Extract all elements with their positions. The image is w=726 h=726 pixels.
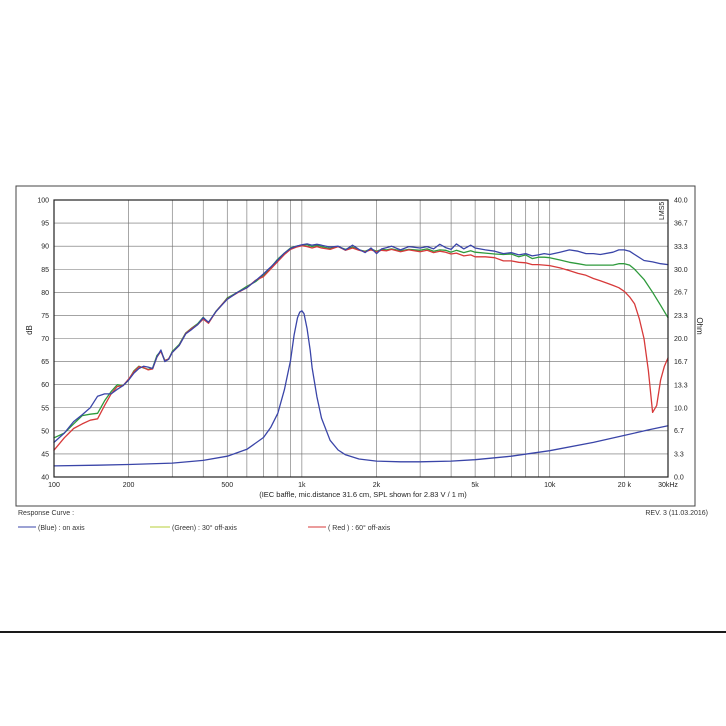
y-tick-label: 75 — [41, 313, 49, 320]
y-tick-label: 85 — [41, 267, 49, 274]
y-tick-label: 80 — [41, 290, 49, 297]
y2-tick-label: 40.0 — [674, 198, 688, 205]
x-tick-label: 500 — [221, 482, 233, 489]
x-tick-label: 2k — [373, 482, 381, 489]
page-divider — [0, 631, 726, 633]
x-tick-label: 20 k — [618, 482, 632, 489]
y2-axis-title: Ohm — [695, 317, 704, 335]
y-tick-label: 50 — [41, 428, 49, 435]
legend-label-red: ( Red ) : 60° off-axis — [328, 524, 391, 532]
y2-tick-label: 0.0 — [674, 475, 684, 482]
y2-tick-label: 30.0 — [674, 267, 688, 274]
x-tick-label: 1k — [298, 482, 306, 489]
y-tick-label: 70 — [41, 336, 49, 343]
y2-tick-label: 3.3 — [674, 452, 684, 459]
y2-tick-label: 16.7 — [674, 359, 688, 366]
revision-label: REV. 3 (11.03.2016) — [645, 510, 708, 517]
legend-title: Response Curve : — [18, 510, 74, 517]
x-tick-label: 30kHz — [658, 482, 678, 489]
y-tick-label: 55 — [41, 405, 49, 412]
y2-tick-label: 10.0 — [674, 405, 688, 412]
y2-tick-label: 6.7 — [674, 428, 684, 435]
y-tick-label: 45 — [41, 451, 49, 458]
y-tick-label: 40 — [41, 475, 49, 482]
x-tick-label: 100 — [48, 482, 60, 489]
x-axis-title: (IEC baffle, mic.distance 31.6 cm, SPL s… — [259, 490, 467, 499]
y2-tick-label: 26.7 — [674, 290, 688, 297]
y2-tick-label: 13.3 — [674, 382, 688, 389]
y-tick-label: 90 — [41, 244, 49, 251]
y-tick-label: 60 — [41, 382, 49, 389]
x-tick-label: 10k — [544, 482, 556, 489]
y2-tick-label: 33.3 — [674, 244, 688, 251]
y-tick-label: 95 — [41, 221, 49, 228]
y2-tick-label: 23.3 — [674, 313, 688, 320]
legend-label-blue: (Blue) : on axis — [38, 525, 85, 532]
y-tick-label: 65 — [41, 359, 49, 366]
legend-label-green: (Green) : 30° off-axis — [172, 524, 237, 532]
y-axis-title: dB — [25, 325, 34, 335]
watermark: LMS5 — [659, 202, 666, 220]
y2-tick-label: 20.0 — [674, 336, 688, 343]
x-tick-label: 200 — [123, 482, 135, 489]
y2-tick-label: 36.7 — [674, 220, 688, 227]
y-tick-label: 100 — [37, 198, 49, 205]
x-tick-label: 5k — [471, 482, 479, 489]
